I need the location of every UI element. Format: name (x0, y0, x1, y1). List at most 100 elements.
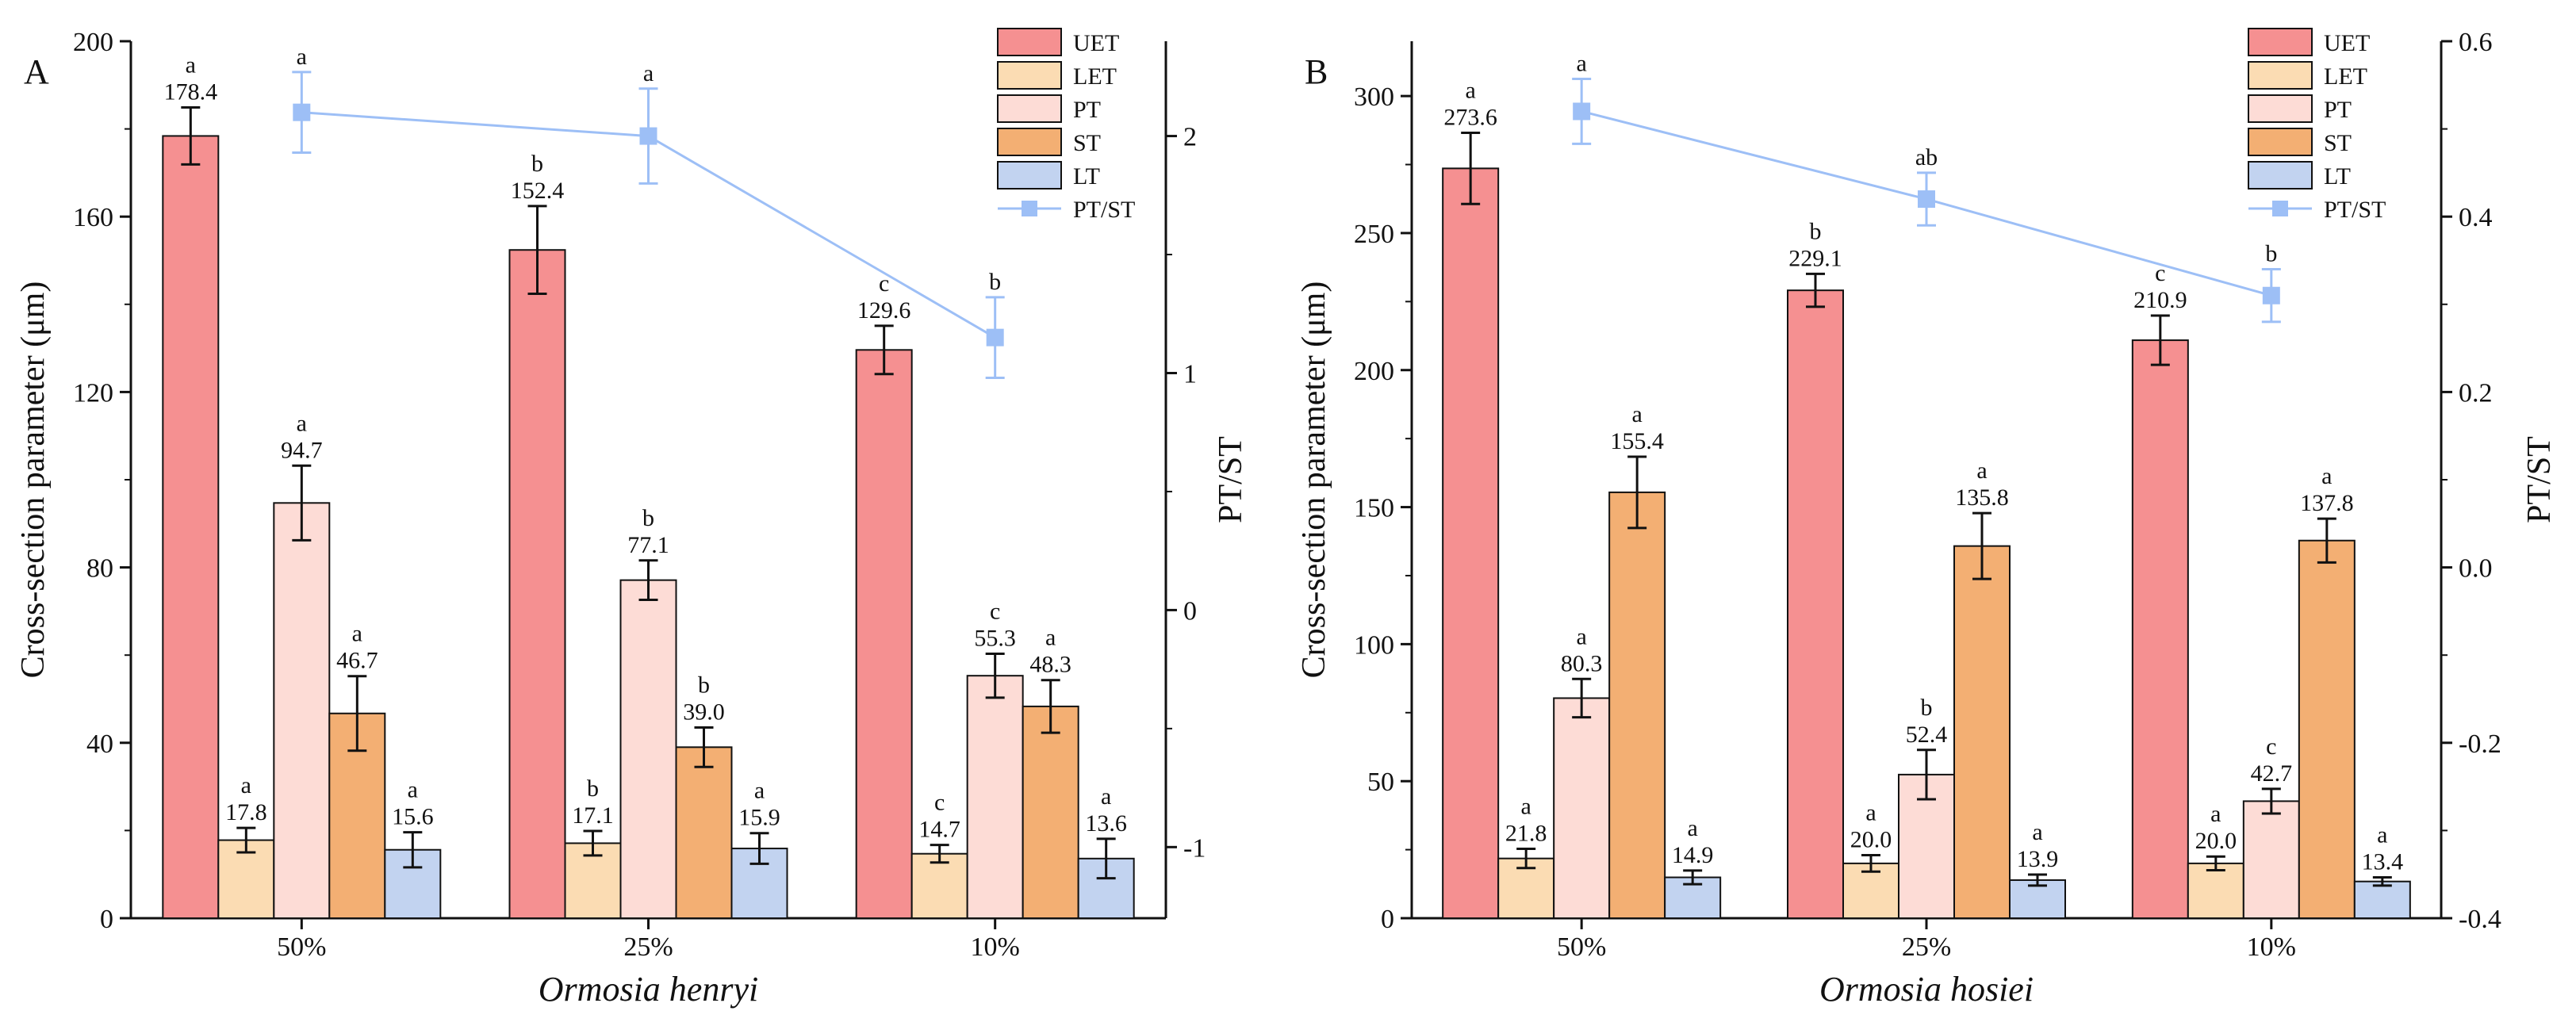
y-tick-label: 200 (73, 28, 113, 57)
significance-label: a (1865, 800, 1876, 826)
y-tick-label: 40 (86, 729, 113, 759)
significance-label: a (2032, 819, 2042, 845)
significance-label: a (186, 52, 196, 78)
significance-label: b (531, 151, 543, 177)
y2-axis-title: PT/ST (2521, 436, 2558, 523)
x-tick-label: 50% (277, 932, 326, 962)
data-label: 135.8 (1955, 484, 2009, 511)
pt-st-point (639, 127, 657, 145)
bar-pt (966, 675, 1024, 919)
data-label: 20.0 (2195, 828, 2237, 854)
y-tick-label: 120 (73, 378, 113, 408)
y2-tick-label: 1 (1183, 359, 1197, 389)
panel-letter: B (1305, 52, 1328, 91)
pt-st-point (1918, 190, 1935, 209)
y2-tick-label: 0 (1183, 596, 1197, 626)
y2-tick-label: 0.2 (2459, 378, 2493, 408)
legend-swatch-uet (2248, 28, 2313, 56)
y-axis-title: Cross-section parameter (μm) (1296, 281, 1332, 679)
significance-label: a (2377, 822, 2387, 848)
y2-tick-label: -0.4 (2459, 905, 2501, 934)
legend-swatch-let (997, 61, 1062, 90)
data-label: 229.1 (1788, 245, 1842, 271)
bar-st (2298, 539, 2356, 919)
data-label: 13.4 (2362, 849, 2404, 875)
legend-label: PT (1073, 97, 1101, 123)
data-label: 77.1 (627, 532, 669, 558)
bar-st (1608, 491, 1666, 919)
y2-tick-label: -0.2 (2459, 729, 2501, 759)
significance-label: a (1577, 623, 1587, 649)
significance-label: b (1921, 695, 1933, 721)
significance-label: c (2155, 260, 2165, 286)
pt-st-significance-label: b (989, 269, 1001, 295)
legend-label: ST (2324, 130, 2352, 156)
legend-label: LET (1073, 63, 1117, 90)
pt-st-point (293, 103, 311, 121)
data-label: 55.3 (974, 626, 1016, 652)
y-tick-label: 100 (1354, 630, 1394, 660)
legend-swatch-let (2248, 61, 2313, 90)
y-tick-label: 250 (1354, 220, 1394, 249)
legend-swatch-lt (2248, 161, 2313, 190)
y-axis-title: Cross-section parameter (μm) (15, 281, 52, 679)
y-tick-label: 300 (1354, 82, 1394, 112)
data-label: 14.9 (1672, 842, 1714, 868)
significance-label: c (2266, 733, 2276, 760)
y-tick-label: 0 (100, 905, 113, 934)
data-label: 46.7 (336, 648, 378, 674)
significance-label: c (879, 270, 889, 297)
legend-swatch-pt (997, 94, 1062, 123)
data-label: 39.0 (683, 699, 725, 725)
x-tick-label: 50% (1557, 932, 1606, 962)
y2-axis-title: PT/ST (1213, 436, 1249, 523)
significance-label: c (934, 790, 945, 816)
data-label: 21.8 (1505, 821, 1547, 847)
bar-uet (508, 249, 566, 919)
legend-label: ST (1073, 130, 1101, 156)
legend-label: UET (2324, 30, 2370, 56)
legend-label: LT (1073, 163, 1100, 190)
data-label: 48.3 (1029, 652, 1071, 678)
bar-lt (2353, 880, 2411, 920)
legend-marker-pt-st (1022, 201, 1037, 216)
x-tick-label: 10% (2247, 932, 2296, 962)
y-tick-label: 150 (1354, 494, 1394, 523)
legend-label: UET (1073, 30, 1119, 56)
legend-label: LT (2324, 163, 2351, 190)
x-axis-title: Ormosia henryi (539, 970, 758, 1009)
significance-label: a (352, 621, 362, 647)
data-label: 17.1 (572, 802, 614, 829)
legend-label: PT/ST (2324, 197, 2386, 223)
significance-label: b (698, 672, 710, 698)
bar-pt (273, 502, 331, 919)
legend-label: PT (2324, 97, 2352, 123)
significance-label: a (2321, 463, 2332, 489)
pt-st-point (2262, 286, 2280, 304)
data-label: 17.8 (225, 799, 267, 825)
data-label: 42.7 (2251, 760, 2293, 787)
data-label: 273.6 (1443, 104, 1497, 130)
y-tick-label: 200 (1354, 357, 1394, 386)
data-label: 152.4 (511, 178, 565, 204)
legend-swatch-uet (997, 28, 1062, 56)
legend-swatch-lt (997, 161, 1062, 190)
significance-label: a (241, 772, 251, 798)
data-label: 137.8 (2300, 490, 2354, 516)
legend-swatch-st (2248, 128, 2313, 156)
x-axis-title: Ormosia hosiei (1819, 970, 2034, 1009)
data-label: 210.9 (2133, 287, 2187, 313)
bar-st (1953, 545, 2011, 919)
pt-st-significance-label: a (1577, 51, 1587, 77)
significance-label: a (1976, 458, 1987, 484)
data-label: 13.9 (2017, 846, 2059, 872)
data-label: 178.4 (164, 79, 218, 105)
data-label: 52.4 (1906, 722, 1948, 748)
legend: UET LET PT ST LT PT/ST (997, 28, 1135, 223)
significance-label: a (1688, 815, 1698, 841)
significance-label: a (1466, 77, 1476, 103)
bar-st (1022, 705, 1079, 919)
data-label: 15.9 (738, 805, 780, 831)
panel-b: 0 50 100 150 200 250 300 -0.4 -0.2 0.0 0.2 0.4 0.6 50… (1296, 28, 2558, 1009)
